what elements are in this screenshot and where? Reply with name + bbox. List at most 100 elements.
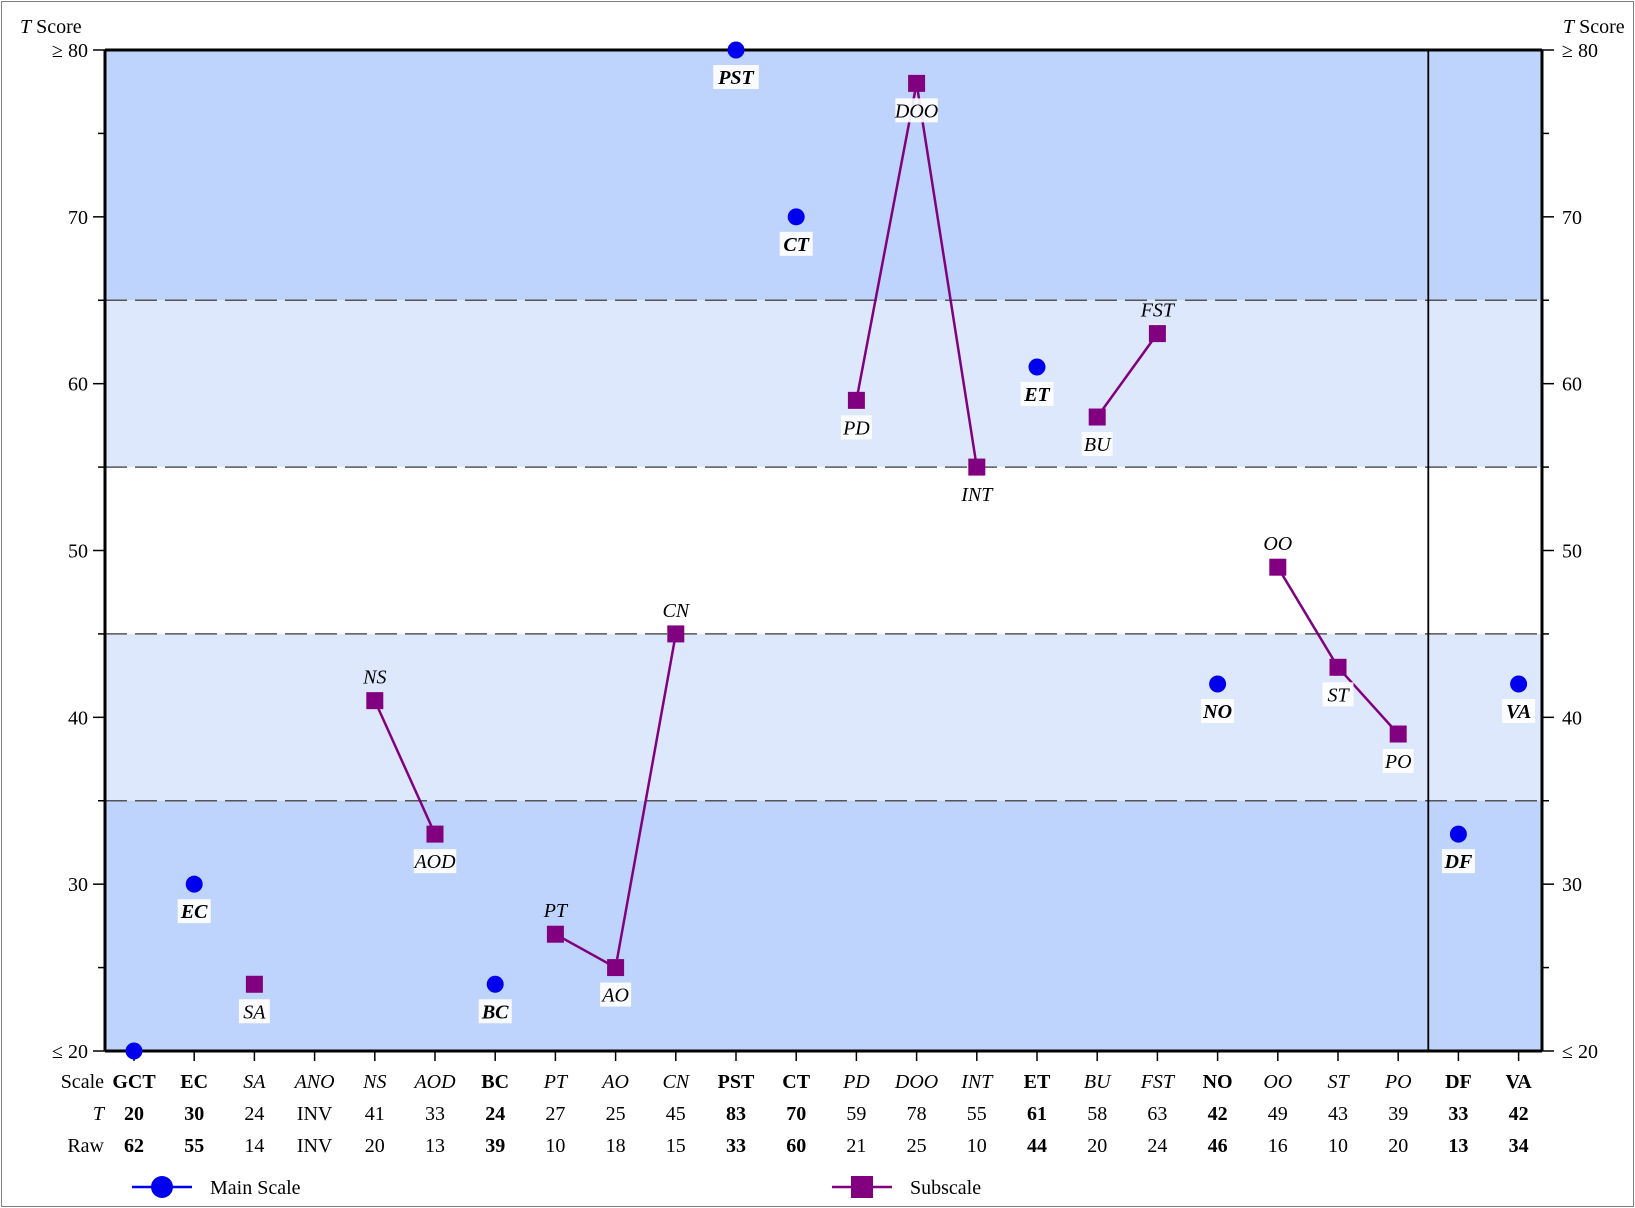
- main-scale-point-VA: [1510, 675, 1528, 693]
- raw-score-FST: 24: [1147, 1135, 1167, 1157]
- point-label-bg-PO: [1382, 749, 1414, 774]
- point-label-bg-BC: [478, 999, 512, 1024]
- raw-score-PD: 21: [846, 1135, 866, 1157]
- t-score-CT: 70: [786, 1103, 806, 1125]
- point-label-NS: NS: [362, 667, 386, 689]
- point-label-bg-DOO: [895, 98, 938, 123]
- point-label-bg-VA: [1502, 698, 1536, 723]
- t-score-PO: 39: [1388, 1103, 1408, 1125]
- point-label-ST: ST: [1327, 684, 1350, 706]
- raw-score-CT: 60: [786, 1135, 806, 1157]
- raw-score-NO: 46: [1208, 1135, 1228, 1157]
- y-tick-label-right: 60: [1562, 374, 1582, 396]
- point-label-bg-ST: [1322, 682, 1354, 707]
- raw-score-NS: 20: [365, 1135, 385, 1157]
- subscale-point-BU: [1088, 408, 1106, 426]
- raw-score-CN: 15: [666, 1135, 686, 1157]
- y-tick-label-left: 30: [68, 874, 88, 896]
- raw-score-VA: 34: [1509, 1135, 1529, 1157]
- y-axis-title-left: T Score: [20, 16, 82, 38]
- main-scale-point-PST: [727, 41, 745, 59]
- legend-marker-main: [151, 1176, 173, 1198]
- score-band-4: [105, 800, 1542, 1051]
- t-score-NO: 42: [1208, 1103, 1228, 1125]
- t-score-AO: 25: [606, 1103, 626, 1125]
- point-label-SA: SA: [243, 1001, 266, 1023]
- scale-name-DF: DF: [1445, 1071, 1472, 1093]
- scale-name-CN: CN: [662, 1071, 690, 1093]
- point-label-AOD: AOD: [412, 851, 456, 873]
- score-band-3: [105, 633, 1542, 801]
- t-score-EC: 30: [184, 1103, 204, 1125]
- subscale-line-3: [1096, 332, 1159, 418]
- scale-name-BC: BC: [481, 1071, 509, 1093]
- t-score-FST: 63: [1147, 1103, 1167, 1125]
- main-scale-point-EC: [185, 875, 203, 893]
- main-scale-point-ET: [1028, 358, 1046, 376]
- t-score-ANO: INV: [297, 1103, 333, 1125]
- y-tick-label-left: 40: [68, 707, 88, 729]
- row-label-t: T: [93, 1103, 106, 1125]
- point-label-EC: EC: [180, 901, 208, 923]
- t-score-NS: 41: [365, 1103, 385, 1125]
- raw-score-PO: 20: [1388, 1135, 1408, 1157]
- point-label-VA: VA: [1506, 701, 1531, 723]
- scale-name-PST: PST: [718, 1071, 755, 1093]
- point-label-bg-INT: [955, 482, 999, 507]
- y-tick-label-left: 50: [68, 541, 88, 563]
- scale-name-ET: ET: [1024, 1071, 1051, 1093]
- t-score-OO: 49: [1268, 1103, 1288, 1125]
- t-score-SA: 24: [244, 1103, 264, 1125]
- point-label-bg-EC: [177, 899, 211, 924]
- y-tick-label-left: 70: [68, 207, 88, 229]
- y-tick-label-right: 70: [1562, 207, 1582, 229]
- t-score-PD: 59: [846, 1103, 866, 1125]
- subscale-point-PT: [546, 925, 564, 943]
- t-score-PT: 27: [545, 1103, 565, 1125]
- t-score-VA: 42: [1509, 1103, 1529, 1125]
- raw-score-DOO: 25: [907, 1135, 927, 1157]
- point-label-ET: ET: [1023, 384, 1050, 406]
- point-label-PST: PST: [717, 67, 754, 89]
- point-label-PD: PD: [842, 417, 870, 439]
- main-scale-point-GCT: [125, 1042, 143, 1060]
- legend-label-main: Main Scale: [210, 1177, 301, 1199]
- subscale-point-SA: [245, 975, 263, 993]
- legend-label-sub: Subscale: [910, 1177, 981, 1199]
- legend-marker-sub: [851, 1176, 873, 1198]
- scale-name-PO: PO: [1384, 1071, 1412, 1093]
- point-label-CN: CN: [662, 600, 690, 622]
- y-tick-label-right: 50: [1562, 541, 1582, 563]
- t-score-GCT: 20: [124, 1103, 144, 1125]
- point-label-DF: DF: [1444, 851, 1473, 873]
- t-score-INT: 55: [967, 1103, 987, 1125]
- point-label-PT: PT: [543, 900, 569, 922]
- point-label-bg-CT: [779, 231, 813, 256]
- y-tick-label-left: ≥ 80: [52, 40, 88, 62]
- scale-name-AO: AO: [600, 1071, 629, 1093]
- point-label-bg-PD: [840, 415, 872, 440]
- subscale-point-AO: [607, 959, 625, 977]
- scale-name-AOD: AOD: [412, 1071, 456, 1093]
- point-label-AO: AO: [600, 985, 629, 1007]
- t-score-DF: 33: [1448, 1103, 1468, 1125]
- scale-name-CT: CT: [782, 1071, 810, 1093]
- scale-name-NO: NO: [1203, 1071, 1233, 1093]
- row-label-raw: Raw: [67, 1135, 104, 1157]
- raw-score-EC: 55: [184, 1135, 204, 1157]
- point-label-FST: FST: [1140, 300, 1176, 322]
- raw-score-BU: 20: [1087, 1135, 1107, 1157]
- point-label-PO: PO: [1384, 751, 1412, 773]
- scale-name-EC: EC: [180, 1071, 208, 1093]
- subscale-point-DOO: [908, 74, 926, 92]
- y-tick-label-right: 30: [1562, 874, 1582, 896]
- raw-score-GCT: 62: [124, 1135, 144, 1157]
- point-label-bg-DF: [1441, 849, 1475, 874]
- scale-name-FST: FST: [1140, 1071, 1176, 1093]
- score-band-0: [105, 50, 1542, 301]
- point-label-BC: BC: [481, 1001, 509, 1023]
- t-score-AOD: 33: [425, 1103, 445, 1125]
- scale-name-DOO: DOO: [894, 1071, 938, 1093]
- point-label-CT: CT: [783, 234, 809, 256]
